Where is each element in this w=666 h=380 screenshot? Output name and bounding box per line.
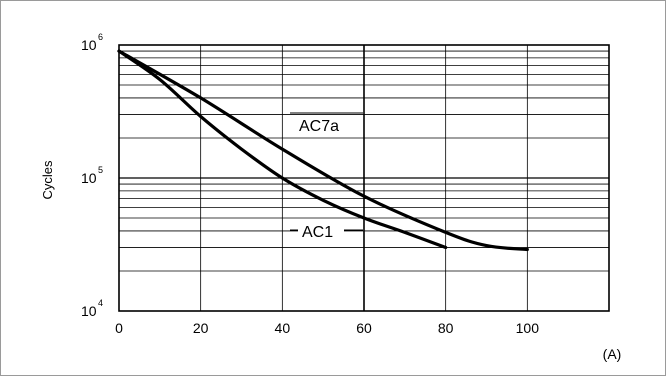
- grid-major-lines: [119, 45, 609, 311]
- series-label-background: [295, 116, 355, 135]
- y-tick-label: 10 6: [81, 32, 103, 53]
- x-tick-label: 20: [193, 320, 209, 336]
- y-tick-label: 10 4: [81, 298, 103, 319]
- series-line-ac1: [117, 49, 448, 250]
- series-label-ac7a: AC7a: [299, 118, 339, 135]
- x-tick-label: 100: [516, 320, 540, 336]
- x-tick-label: 0: [115, 320, 123, 336]
- y-tick-exponent: 6: [98, 32, 103, 42]
- x-tick-label: 80: [438, 320, 454, 336]
- chart-axes: [118, 44, 610, 312]
- x-tick-label: 40: [275, 320, 291, 336]
- series-line-ac7a: [117, 49, 529, 252]
- y-tick-label: 10 5: [81, 165, 103, 186]
- series-label-ac1: AC1: [302, 224, 333, 241]
- y-tick-exponent: 5: [98, 165, 103, 175]
- y-tick-base: 10: [81, 303, 97, 319]
- plot-border: [118, 44, 610, 312]
- y-tick-base: 10: [81, 37, 97, 53]
- y-tick-exponent: 4: [98, 298, 103, 308]
- series-group: [117, 49, 529, 252]
- y-axis-label: Cycles: [40, 160, 55, 200]
- y-tick-base: 10: [81, 170, 97, 186]
- series-label-background: [298, 222, 344, 241]
- x-axis-unit-label: (A): [603, 346, 622, 362]
- x-tick-label: 60: [356, 320, 372, 336]
